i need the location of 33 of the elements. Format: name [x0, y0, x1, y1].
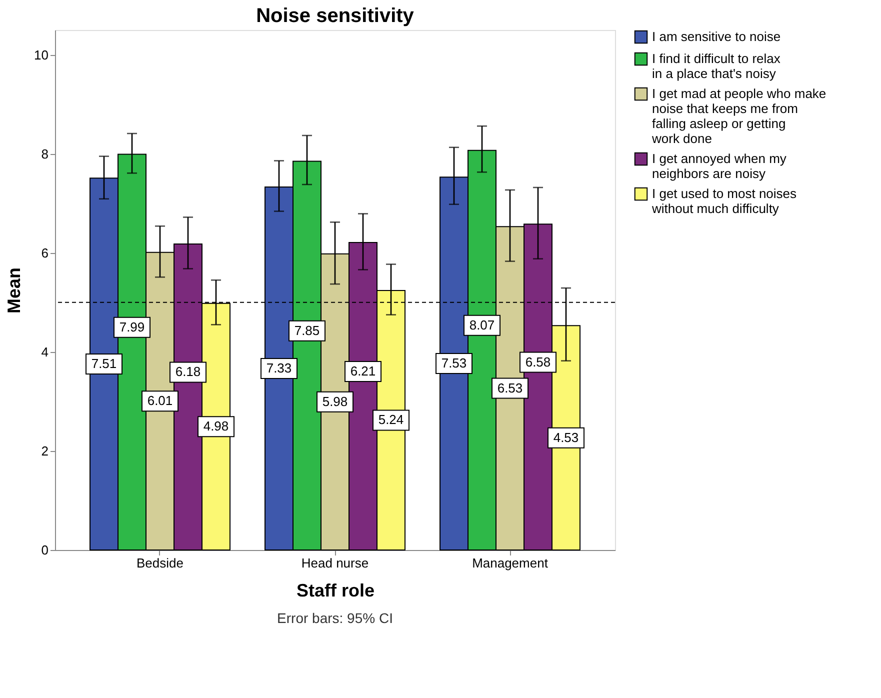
data-label: 5.24 [378, 412, 404, 428]
y-tick-label: 0 [41, 542, 48, 558]
legend-label: I get annoyed when my neighbors are noisy [652, 151, 787, 181]
data-label: 7.51 [91, 356, 117, 372]
data-label: 6.21 [350, 363, 376, 378]
data-label: 7.85 [294, 322, 320, 338]
data-label: 7.33 [266, 360, 292, 376]
x-tick-label: Management [472, 556, 548, 570]
data-label: 6.58 [525, 354, 551, 370]
y-tick-label: 2 [41, 443, 48, 458]
x-tick-label: Bedside [136, 556, 184, 570]
data-label: 4.98 [203, 418, 229, 434]
text: Error bars: 95% CI [277, 610, 393, 626]
data-label: 7.99 [119, 319, 145, 334]
x-tick-label: Head nurse [301, 556, 369, 570]
legend-label: I am sensitive to noise [652, 29, 781, 44]
legend-label: I find it difficult to relax in a place that's noisy [652, 51, 781, 81]
y-tick-label: 6 [41, 245, 48, 260]
legend-label: I get used to most noises without much difficulty [651, 186, 798, 216]
y-tick-label: 8 [41, 146, 48, 162]
data-label: 6.18 [175, 364, 201, 380]
y-tick-label: 4 [41, 344, 48, 360]
chart-title: Noise sensitivity [256, 5, 415, 27]
data-label: 4.53 [553, 430, 579, 445]
y-tick-label: 10 [34, 47, 48, 62]
x-axis-title: Staff role [296, 580, 375, 600]
data-label: 6.53 [497, 380, 523, 396]
legend-label: I get mad at people who make noise that keeps me from falling asleep or getting work done [651, 86, 826, 146]
data-label: 5.98 [322, 394, 348, 409]
data-label: 7.53 [441, 356, 467, 371]
data-label: 6.01 [147, 393, 173, 408]
data-label: 8.07 [469, 317, 495, 332]
y-axis-title: Mean [4, 267, 24, 314]
